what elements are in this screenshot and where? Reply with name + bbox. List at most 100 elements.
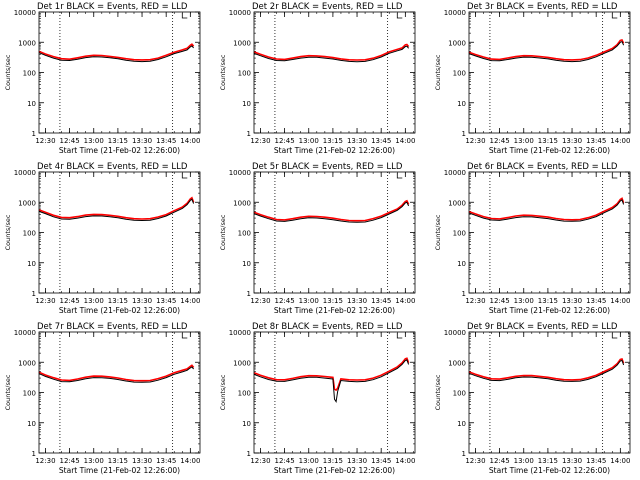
- y-tick-label: 10: [27, 100, 36, 108]
- x-tick-label: 12:45: [489, 457, 509, 465]
- y-tick-label: 10000: [14, 329, 36, 337]
- y-axis-label: Counts/sec: [434, 214, 442, 250]
- y-tick-label: 10000: [229, 329, 251, 337]
- x-tick-label: 12:45: [274, 457, 294, 465]
- panel-title: Det 9r BLACK = Events, RED = LLD: [467, 322, 618, 332]
- x-tick-label: 13:00: [299, 137, 319, 145]
- panel-title: Det 7r BLACK = Events, RED = LLD: [37, 322, 188, 332]
- x-tick-label: 13:45: [156, 137, 176, 145]
- y-tick-label: 100: [238, 390, 251, 398]
- y-tick-label: 1: [247, 130, 251, 138]
- x-tick-label: 12:45: [274, 137, 294, 145]
- bracket-marker: [181, 333, 188, 339]
- x-tick-label: 14:00: [180, 137, 200, 145]
- x-tick-label: 12:30: [35, 457, 55, 465]
- x-tick-label: 12:45: [489, 137, 509, 145]
- x-tick-label: 14:00: [395, 137, 415, 145]
- y-tick-label: 10: [242, 420, 251, 428]
- x-tick-label: 13:45: [156, 297, 176, 305]
- series-events-line: [38, 45, 194, 63]
- chart-panel-8: Det 8r BLACK = Events, RED = LLD 1 10 100 10…: [219, 322, 415, 475]
- x-tick-label: 14:00: [180, 297, 200, 305]
- plot-frame: [253, 171, 416, 294]
- x-tick-label: 12:45: [59, 457, 79, 465]
- panel-title: Det 6r BLACK = Events, RED = LLD: [467, 162, 618, 172]
- x-tick-label: 13:15: [538, 457, 558, 465]
- y-tick-label: 100: [453, 70, 466, 78]
- x-tick-label: 12:30: [465, 457, 485, 465]
- y-tick-label: 1: [462, 290, 466, 298]
- series-events-line: [253, 359, 410, 403]
- chart-panel-3: Det 3r BLACK = Events, RED = LLD 1 10 100 10…: [434, 2, 630, 155]
- x-tick-label: 12:45: [489, 297, 509, 305]
- x-tick-label: 13:30: [347, 297, 367, 305]
- y-tick-label: 1: [462, 130, 466, 138]
- y-axis-label: Counts/sec: [434, 54, 442, 90]
- y-axis-label: Counts/sec: [219, 214, 227, 250]
- y-tick-label: 10000: [444, 9, 466, 17]
- y-tick-label: 1000: [18, 359, 36, 367]
- x-tick-label: 13:00: [299, 457, 319, 465]
- y-tick-label: 1000: [233, 359, 251, 367]
- x-tick-label: 12:30: [250, 457, 270, 465]
- y-tick-label: 1000: [233, 39, 251, 47]
- x-axis-label: Start Time (21-Feb-02 12:26:00): [489, 146, 610, 155]
- y-tick-label: 100: [23, 70, 36, 78]
- y-tick-label: 10: [242, 100, 251, 108]
- x-tick-label: 13:00: [299, 297, 319, 305]
- bracket-marker: [611, 173, 618, 179]
- chart-panel-4: Det 4r BLACK = Events, RED = LLD 1 10 100 10…: [4, 162, 200, 315]
- x-tick-label: 12:30: [35, 297, 55, 305]
- y-tick-label: 1000: [448, 39, 466, 47]
- plot-frame: [468, 171, 631, 294]
- series-events-line: [38, 198, 195, 222]
- y-tick-label: 1: [32, 450, 36, 458]
- series-lld-line: [468, 358, 625, 381]
- x-tick-label: 13:30: [347, 137, 367, 145]
- bracket-marker: [181, 13, 188, 19]
- y-tick-label: 1: [32, 290, 36, 298]
- x-tick-label: 12:30: [465, 297, 485, 305]
- y-axis-label: Counts/sec: [4, 54, 12, 90]
- x-tick-label: 12:45: [59, 297, 79, 305]
- y-tick-label: 100: [453, 230, 466, 238]
- x-tick-label: 13:15: [323, 137, 343, 145]
- y-tick-label: 1000: [448, 359, 466, 367]
- y-tick-label: 10000: [229, 9, 251, 17]
- y-tick-label: 100: [23, 230, 36, 238]
- y-tick-label: 10000: [14, 169, 36, 177]
- y-tick-label: 10000: [444, 329, 466, 337]
- x-axis-label: Start Time (21-Feb-02 12:26:00): [59, 146, 180, 155]
- y-tick-label: 1000: [448, 199, 466, 207]
- x-tick-label: 13:15: [323, 457, 343, 465]
- x-tick-label: 12:45: [274, 297, 294, 305]
- y-tick-label: 10000: [229, 169, 251, 177]
- x-tick-label: 13:15: [323, 297, 343, 305]
- y-tick-label: 1: [247, 290, 251, 298]
- y-tick-label: 100: [453, 390, 466, 398]
- y-tick-label: 10000: [14, 9, 36, 17]
- x-tick-label: 13:45: [586, 297, 606, 305]
- panel-title: Det 2r BLACK = Events, RED = LLD: [252, 2, 403, 12]
- series-events-line: [468, 40, 625, 63]
- y-tick-label: 10: [27, 260, 36, 268]
- x-tick-label: 12:30: [250, 297, 270, 305]
- y-tick-label: 1: [32, 130, 36, 138]
- x-axis-label: Start Time (21-Feb-02 12:26:00): [274, 146, 395, 155]
- x-tick-label: 13:00: [514, 297, 534, 305]
- x-tick-label: 13:30: [562, 297, 582, 305]
- panel-title: Det 3r BLACK = Events, RED = LLD: [467, 2, 618, 12]
- chart-panel-1: Det 1r BLACK = Events, RED = LLD 1 10 100 10…: [4, 2, 200, 155]
- chart-panel-2: Det 2r BLACK = Events, RED = LLD 1 10 100 10…: [219, 2, 415, 155]
- y-tick-label: 100: [238, 70, 251, 78]
- x-tick-label: 13:45: [371, 297, 391, 305]
- y-tick-label: 1: [247, 450, 251, 458]
- y-axis-label: Counts/sec: [4, 214, 12, 250]
- y-tick-label: 10: [457, 260, 466, 268]
- series-lld-line: [253, 357, 410, 392]
- x-axis-label: Start Time (21-Feb-02 12:26:00): [489, 466, 610, 475]
- panel-title: Det 4r BLACK = Events, RED = LLD: [37, 162, 188, 172]
- series-lld-line: [38, 364, 195, 382]
- series-lld-line: [38, 196, 195, 220]
